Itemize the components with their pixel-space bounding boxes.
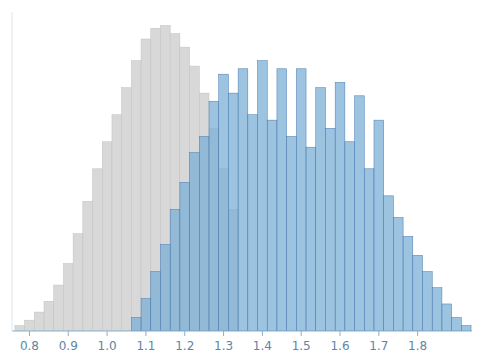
histogram-bar (287, 136, 297, 331)
histogram-series (131, 61, 471, 331)
x-tick (107, 331, 108, 336)
histogram-bar (238, 69, 248, 331)
x-tick-label: 1.0 (98, 339, 117, 353)
histogram-bar (461, 326, 471, 331)
histogram-bar (54, 285, 64, 331)
histogram-bar (374, 120, 384, 331)
x-tick (378, 331, 379, 336)
histogram-bar (267, 120, 277, 331)
x-axis-line (12, 331, 472, 332)
histogram-series (15, 26, 238, 331)
histogram-bar (296, 69, 306, 331)
histogram-bar (423, 272, 433, 331)
histogram-bar (384, 196, 394, 331)
histogram-bar (228, 93, 238, 331)
plot-area (15, 26, 471, 331)
x-tick (145, 331, 146, 336)
x-tick (184, 331, 185, 336)
x-tick (417, 331, 418, 336)
x-tick-label: 1.7 (369, 339, 388, 353)
histogram-bar (25, 320, 35, 331)
histogram-bar (199, 93, 209, 331)
histogram-bar (63, 263, 73, 331)
histogram-bar (335, 82, 345, 331)
histogram-bar (190, 153, 200, 331)
x-tick-label: 1.2 (175, 339, 194, 353)
histogram-bar (180, 47, 190, 331)
x-tick (29, 331, 30, 336)
x-tick-label: 1.6 (330, 339, 349, 353)
histogram-bar (248, 115, 258, 331)
histogram-bar (151, 272, 161, 331)
histogram-bar (160, 26, 170, 331)
histogram-bar (34, 312, 44, 331)
histogram-bar (73, 234, 83, 331)
chart: 0.8 0.9 1.0 1.1 1.2 1.3 1.4 1.5 1.6 1.7 1.8 (0, 0, 484, 363)
x-tick-label: 1.3 (214, 339, 233, 353)
histogram-bar (199, 136, 209, 331)
histogram-bar (190, 66, 200, 331)
histogram-bar (355, 96, 365, 331)
histogram-bar (364, 169, 374, 331)
histogram-bar (102, 142, 112, 331)
histogram-bar (122, 88, 132, 331)
histogram-bar (258, 61, 268, 331)
histogram-bar (442, 304, 452, 331)
histogram-bar (452, 317, 462, 331)
histogram-bar (393, 217, 403, 331)
histogram-bar (44, 301, 54, 331)
histogram-bar (141, 39, 151, 331)
histogram-bar (170, 34, 180, 331)
histogram-bar (306, 147, 316, 331)
histogram-bar (151, 28, 161, 331)
x-tick-label: 1.8 (408, 339, 427, 353)
x-tick (223, 331, 224, 336)
histogram-bar (345, 142, 355, 331)
histogram-bar (325, 128, 335, 331)
histogram-bar (93, 169, 103, 331)
x-tick (262, 331, 263, 336)
histogram-bar (403, 236, 413, 331)
histogram-bar (219, 74, 229, 331)
histogram-bar (180, 182, 190, 331)
x-tick-label: 0.9 (59, 339, 78, 353)
x-tick-label: 1.5 (292, 339, 311, 353)
histogram-bar (15, 326, 25, 331)
histogram-bar (432, 288, 442, 331)
histogram-bar (209, 101, 219, 331)
x-tick-label: 0.8 (20, 339, 39, 353)
histogram-bar (112, 115, 122, 331)
x-axis: 0.8 0.9 1.0 1.1 1.2 1.3 1.4 1.5 1.6 1.7 1.8 (12, 331, 472, 353)
x-tick (68, 331, 69, 336)
x-tick (301, 331, 302, 336)
x-tick-label: 1.1 (136, 339, 155, 353)
x-tick-label: 1.4 (253, 339, 272, 353)
histogram-bar (170, 209, 180, 331)
histogram-bar (141, 299, 151, 331)
histogram-bar (160, 244, 170, 331)
histogram-bar (277, 69, 287, 331)
histogram-bar (131, 61, 141, 331)
histogram-bar (83, 201, 93, 331)
x-tick (340, 331, 341, 336)
histogram-bar (316, 88, 326, 331)
histogram-bar (131, 317, 141, 331)
histogram-bar (413, 255, 423, 331)
y-axis-line (12, 12, 13, 331)
